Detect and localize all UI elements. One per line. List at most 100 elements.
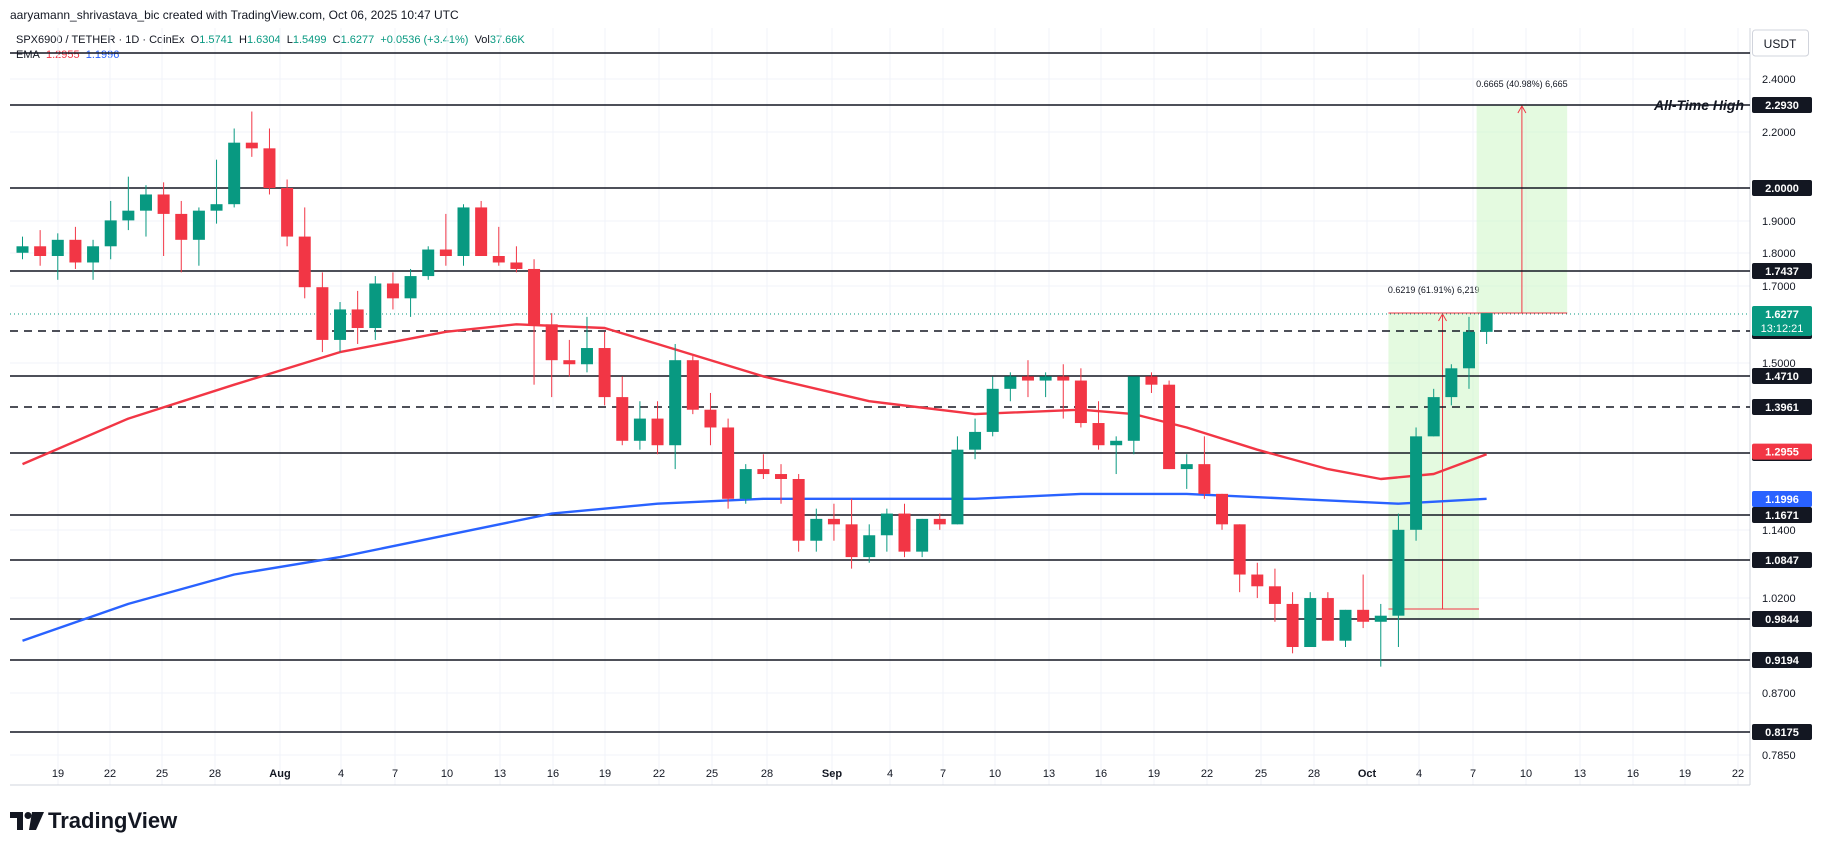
x-tick-13: 28 [761, 768, 773, 780]
candle-13 [245, 142, 258, 149]
currency-label: USDT [1764, 37, 1797, 51]
x-tick-10: 19 [599, 768, 611, 780]
candle-15 [281, 188, 294, 237]
x-tick-28: 13 [1574, 768, 1586, 780]
candle-0 [16, 246, 29, 253]
level-label-12: 0.8175 [1765, 727, 1799, 739]
y-tick-3: 1.8000 [1762, 248, 1796, 260]
candle-57 [1021, 376, 1034, 381]
candle-5 [104, 220, 117, 247]
change-value: +0.0536 (+3.41%) [380, 34, 469, 46]
y-tick-6: 1.1400 [1762, 525, 1796, 537]
ema-fast-axis-label: 1.2955 [1765, 447, 1799, 459]
ema-fast-value: 1.2955 [45, 49, 80, 61]
last-price-label: 1.6277 [1765, 309, 1799, 321]
x-tick-27: 10 [1520, 768, 1532, 780]
ath-annotation: All-Time High [1653, 97, 1744, 113]
x-tick-14: Sep [822, 768, 842, 780]
candle-46 [827, 518, 840, 525]
x-tick-6: 7 [392, 768, 398, 780]
x-tick-31: 22 [1732, 768, 1744, 780]
volume-label: Vol [474, 34, 490, 46]
brand-name: TradingView [48, 808, 178, 833]
candle-77 [1374, 615, 1387, 622]
candle-71 [1268, 586, 1281, 604]
candle-29 [528, 268, 541, 325]
price-chart[interactable]: USDT 0.6219 (61.91%) 6,219 0.6665 (40.98%)… [0, 0, 1825, 800]
level-label-6: 1.3961 [1765, 402, 1799, 414]
x-tick-4: Aug [269, 768, 290, 780]
chart-caption: aaryamann_shrivastava_bic created with T… [10, 8, 459, 22]
candle-45 [810, 518, 823, 541]
x-tick-8: 13 [494, 768, 506, 780]
x-tick-26: 7 [1470, 768, 1476, 780]
candle-40 [722, 427, 735, 499]
candle-69 [1233, 524, 1246, 575]
candle-25 [457, 207, 470, 257]
x-tick-11: 22 [653, 768, 665, 780]
candle-33 [598, 348, 611, 398]
candle-4 [87, 246, 100, 263]
x-tick-9: 16 [547, 768, 559, 780]
candle-65 [1163, 384, 1176, 470]
level-label-11: 0.9194 [1765, 655, 1800, 667]
candle-14 [263, 148, 276, 188]
candle-81 [1445, 368, 1458, 398]
ema-fast-line [22, 323, 1488, 481]
level-label-3-box [1752, 263, 1812, 279]
level-label-10: 0.9844 [1765, 614, 1800, 626]
candle-1 [34, 246, 47, 257]
close-label: C [332, 34, 341, 46]
candle-62 [1110, 440, 1123, 446]
level-label-3: 1.7437 [1765, 266, 1799, 278]
candle-61 [1092, 423, 1105, 446]
candle-60 [1074, 380, 1087, 424]
last-price-countdown: 13:12:21 [1761, 323, 1804, 335]
ema-slow-axis-label: 1.1996 [1765, 494, 1799, 506]
candle-39 [704, 409, 717, 428]
candle-56 [1004, 376, 1017, 389]
open-label: O [190, 34, 200, 46]
candle-26 [475, 207, 488, 257]
candle-20 [369, 283, 382, 329]
level-label-8: 1.1671 [1765, 510, 1799, 522]
candle-76 [1357, 609, 1370, 622]
y-tick-5: 1.5000 [1762, 358, 1796, 370]
candle-41 [739, 469, 752, 499]
x-tick-23: 28 [1308, 768, 1320, 780]
candle-83 [1480, 313, 1493, 332]
candle-9 [175, 213, 188, 240]
candle-23 [422, 249, 435, 277]
x-tick-19: 16 [1095, 768, 1107, 780]
candle-58 [1039, 376, 1052, 381]
level-label-2-box [1752, 180, 1812, 196]
candle-73 [1304, 598, 1317, 648]
x-tick-12: 25 [706, 768, 718, 780]
low-value: 1.5499 [292, 34, 327, 46]
high-value: 1.6304 [246, 34, 281, 46]
x-tick-24: Oct [1358, 768, 1377, 780]
candle-68 [1216, 493, 1229, 525]
candle-49 [880, 513, 893, 536]
last-price-box [1752, 306, 1812, 336]
candle-80 [1427, 397, 1440, 437]
level-label-6-box [1752, 399, 1812, 415]
x-tick-20: 19 [1148, 768, 1160, 780]
x-tick-3: 28 [209, 768, 221, 780]
candle-63 [1127, 376, 1140, 441]
candle-50 [898, 513, 911, 552]
candle-42 [757, 469, 770, 475]
candle-53 [951, 449, 964, 525]
ema-label[interactable]: EMA [16, 49, 40, 61]
level-label-2: 2.0000 [1765, 183, 1799, 195]
y-tick-1: 2.2000 [1762, 127, 1796, 139]
y-tick-9: 0.7850 [1762, 750, 1796, 762]
ema-slow-axis-label-box [1752, 491, 1812, 507]
level-label-1-box [1752, 97, 1812, 113]
candle-8 [157, 194, 170, 214]
candle-19 [351, 309, 364, 329]
candle-28 [510, 262, 523, 269]
candle-70 [1251, 574, 1264, 587]
y-tick-7: 1.0200 [1762, 593, 1796, 605]
x-tick-22: 25 [1255, 768, 1267, 780]
